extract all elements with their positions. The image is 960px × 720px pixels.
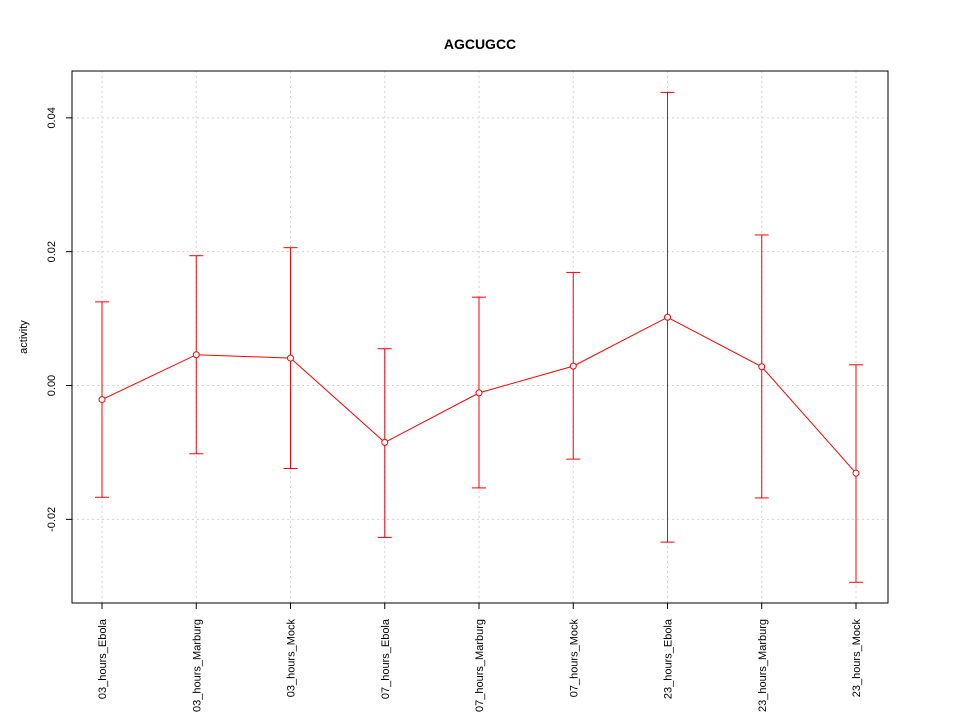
grid-lines [72,71,888,603]
x-tick-label: 03_hours_Ebola [97,618,109,699]
data-point [758,363,766,371]
x-tick-label: 03_hours_Marburg [191,619,203,712]
x-axis: 03_hours_Ebola 03_hours_Marburg 03_hours_M… [97,603,863,712]
x-tick-label: 03_hours_Mock [286,619,298,698]
y-axis-label: activity [18,320,30,354]
data-point [98,396,106,404]
y-axis: -0.02 0.00 0.02 0.04 [46,107,72,532]
data-point [192,351,200,359]
x-tick-label: 07_hours_Marburg [474,619,486,712]
data-point [664,313,671,321]
data-point [287,354,294,362]
data-point [475,389,483,397]
y-tick-label: 0.02 [46,241,58,262]
x-tick-label: 23_hours_Mock [851,619,863,698]
x-tick-label: 23_hours_Ebola [663,618,675,699]
y-tick-label: 0.00 [46,375,58,396]
data-point [381,438,389,446]
series-points [98,313,860,477]
error-bars [95,91,863,583]
chart-title: AGCUGCC [444,36,516,52]
x-tick-label: 07_hours_Mock [568,619,580,698]
data-point [569,362,577,370]
x-tick-label: 07_hours_Ebola [380,618,392,699]
y-tick-label: -0.02 [46,507,58,532]
plot-frame [71,70,889,604]
x-tick-label: 23_hours_Marburg [757,619,769,712]
y-tick-label: 0.04 [46,107,58,128]
data-point [852,469,860,477]
